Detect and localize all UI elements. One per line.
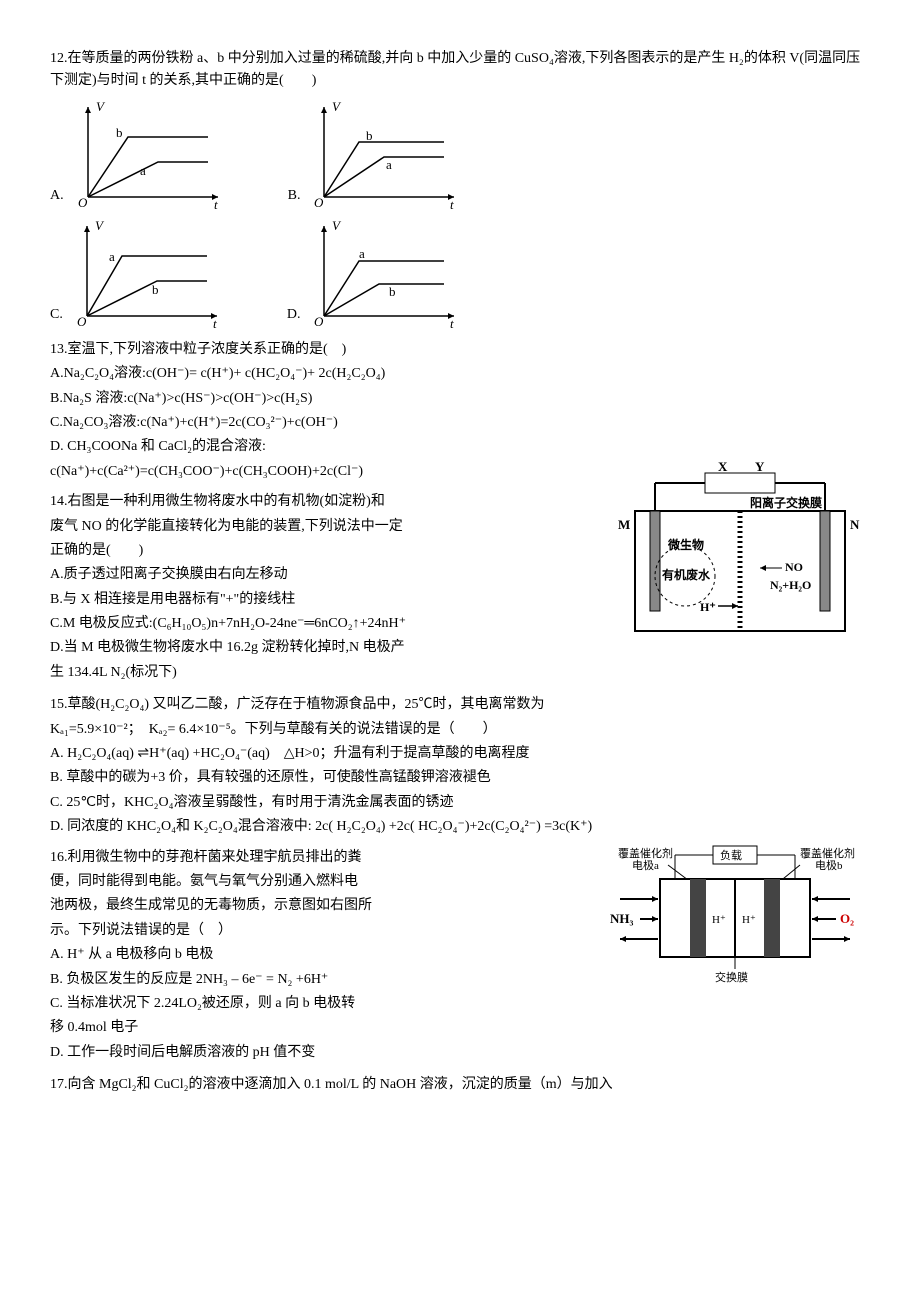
- svg-text:电极b: 电极b: [815, 858, 843, 872]
- svg-text:a: a: [386, 157, 392, 172]
- svg-text:NO: NO: [785, 560, 803, 574]
- svg-text:b: b: [152, 282, 159, 297]
- q12-optC-label: C.: [50, 304, 63, 326]
- q14-diagram: X Y M N 阳离子交换膜 微生物 有机废水 H⁺ NO N₂+H₂O: [610, 461, 870, 651]
- svg-text:阳离子交换膜: 阳离子交换膜: [750, 495, 822, 510]
- q12-chartC: V t O a b: [67, 216, 227, 331]
- svg-text:V: V: [332, 99, 342, 114]
- svg-text:t: t: [450, 316, 454, 331]
- label-b: b: [116, 125, 123, 140]
- svg-text:O: O: [314, 195, 324, 210]
- q12-optB-label: B.: [288, 185, 301, 207]
- q13-c: C.Na₂CO₃溶液:c(Na⁺)+c(H⁺)=2c(CO₃²⁻)+c(OH⁻): [50, 412, 870, 434]
- q16-c2: 移 0.4mol 电子: [50, 1017, 870, 1039]
- q16-c: C. 当标准状况下 2.24LO₂被还原，则 a 向 b 电极转: [50, 993, 870, 1015]
- q12-chartB: V t O b a: [304, 97, 464, 212]
- q12-stem: 12.在等质量的两份铁粉 a、b 中分别加入过量的稀硫酸,并向 b 中加入少量的…: [50, 48, 870, 93]
- q15-d: D. 同浓度的 KHC₂O₄和 K₂C₂O₄混合溶液中: 2c( H₂C₂O₄)…: [50, 816, 870, 838]
- svg-text:微生物: 微生物: [667, 537, 704, 552]
- svg-text:O: O: [77, 314, 87, 329]
- q13-b: B.Na₂S 溶液:c(Na⁺)>c(HS⁻)>c(OH⁻)>c(H₂S): [50, 388, 870, 410]
- svg-text:t: t: [450, 197, 454, 212]
- q12-chartA: V t O b a: [68, 97, 228, 212]
- q14-d2: 生 134.4L N₂(标况下): [50, 662, 870, 684]
- svg-text:H⁺: H⁺: [742, 914, 756, 926]
- svg-text:负载: 负载: [720, 848, 742, 862]
- label-a: a: [140, 163, 146, 178]
- q15-c: C. 25℃时，KHC₂O₄溶液呈弱酸性，有时用于清洗金属表面的锈迹: [50, 792, 870, 814]
- svg-text:N: N: [850, 517, 860, 532]
- svg-text:交换膜: 交换膜: [715, 970, 748, 984]
- svg-text:b: b: [389, 284, 396, 299]
- axis-o: O: [78, 195, 88, 210]
- svg-text:覆盖催化剂: 覆盖催化剂: [618, 846, 673, 860]
- q13-stem: 13.室温下,下列溶液中粒子浓度关系正确的是( ): [50, 339, 870, 361]
- q15-b: B. 草酸中的碳为+3 价，具有较强的还原性，可使酸性高锰酸钾溶液褪色: [50, 767, 870, 789]
- svg-text:X: X: [718, 461, 728, 474]
- q15-a: A. H₂C₂O₄(aq) ⇌H⁺(aq) +HC₂O₄⁻(aq) △H>0；升…: [50, 743, 870, 765]
- axis-t: t: [214, 197, 218, 212]
- svg-text:a: a: [359, 246, 365, 261]
- q16-diagram: 负载 覆盖催化剂 电极a 覆盖催化剂 电极b H⁺ H⁺ NH₃ O₂: [600, 841, 870, 991]
- q15-stem2: Kₐ₁=5.9×10⁻²； Kₐ₂= 6.4×10⁻⁵。下列与草酸有关的说法错误…: [50, 719, 870, 741]
- svg-text:NH₃: NH₃: [610, 911, 634, 926]
- q13-a: A.Na₂C₂O₄溶液:c(OH⁻)= c(H⁺)+ c(HC₂O₄⁻)+ 2c…: [50, 363, 870, 385]
- svg-text:H⁺: H⁺: [700, 600, 716, 614]
- q17-stem: 17.向含 MgCl₂和 CuCl₂的溶液中逐滴加入 0.1 mol/L 的 N…: [50, 1074, 870, 1096]
- svg-text:电极a: 电极a: [632, 858, 659, 872]
- q12-row1: A. V t O b a B. V t O b: [50, 97, 870, 212]
- svg-text:H⁺: H⁺: [712, 914, 726, 926]
- svg-text:Y: Y: [755, 461, 765, 474]
- q16-d: D. 工作一段时间后电解质溶液的 pH 值不变: [50, 1042, 870, 1064]
- svg-text:M: M: [618, 517, 630, 532]
- svg-text:b: b: [366, 128, 373, 143]
- q12-optA-label: A.: [50, 185, 64, 207]
- q15-stem: 15.草酸(H₂C₂O₄) 又叫乙二酸，广泛存在于植物源食品中，25℃时，其电离…: [50, 694, 870, 716]
- svg-text:V: V: [95, 218, 105, 233]
- svg-text:t: t: [213, 316, 217, 331]
- svg-text:有机废水: 有机废水: [662, 567, 711, 582]
- svg-text:覆盖催化剂: 覆盖催化剂: [800, 846, 855, 860]
- q12-optD-label: D.: [287, 304, 301, 326]
- q13-d: D. CH₃COONa 和 CaCl₂的混合溶液:: [50, 436, 870, 458]
- svg-text:O₂: O₂: [840, 911, 854, 926]
- axis-v: V: [96, 99, 106, 114]
- q12-chartD: V t O a b: [304, 216, 464, 331]
- q12-row2: C. V t O a b D. V t O a b: [50, 216, 870, 331]
- svg-text:a: a: [109, 249, 115, 264]
- svg-text:O: O: [314, 314, 324, 329]
- svg-text:V: V: [332, 218, 342, 233]
- svg-text:N₂+H₂O: N₂+H₂O: [770, 578, 811, 592]
